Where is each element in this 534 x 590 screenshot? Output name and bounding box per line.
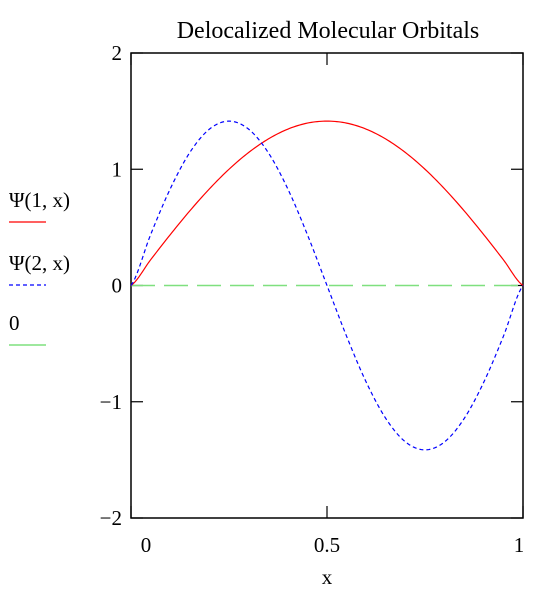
- chart-title: Delocalized Molecular Orbitals: [177, 18, 480, 44]
- x-tick-labels: 0 0.5 1: [141, 533, 525, 557]
- x-tick-label: 1: [514, 533, 525, 557]
- series-lines: [130, 120, 524, 451]
- legend-entry-zero-label: 0: [9, 311, 20, 335]
- y-tick-label: 2: [112, 41, 123, 65]
- x-tick-label: 0: [141, 533, 152, 557]
- series-psi-1-line: [130, 120, 524, 286]
- series-psi-2-line: [130, 120, 524, 451]
- x-tick-label: 0.5: [314, 533, 340, 557]
- x-axis-label: x: [322, 565, 333, 589]
- y-tick-labels: −2 −1 0 1 2: [100, 41, 122, 530]
- y-tick-label: −2: [100, 506, 122, 530]
- legend-entry-psi-1-label: Ψ(1, x): [9, 188, 70, 212]
- y-tick-label: 1: [112, 157, 123, 181]
- legend-entry-psi-2-label: Ψ(2, x): [9, 251, 70, 275]
- y-tick-label: 0: [112, 274, 123, 298]
- legend: Ψ(1, x) Ψ(2, x) 0: [9, 188, 70, 346]
- y-tick-label: −1: [100, 390, 122, 414]
